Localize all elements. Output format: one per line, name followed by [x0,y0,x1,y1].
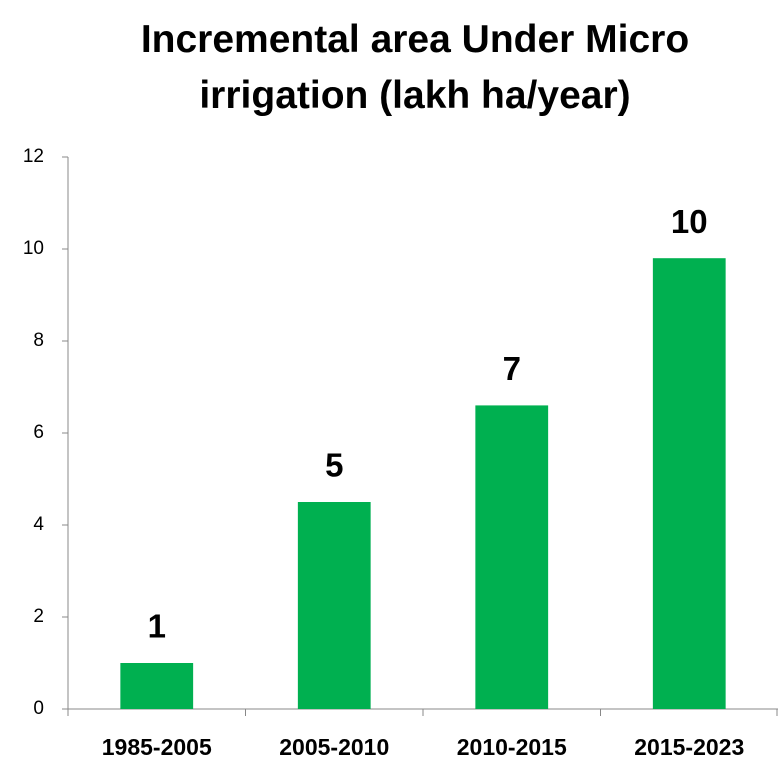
y-tick-label: 4 [33,514,44,535]
bar [475,405,549,709]
y-tick-label: 8 [33,330,44,351]
value-label: 10 [671,203,708,240]
y-tick-label: 10 [23,238,44,259]
value-label: 7 [503,350,521,387]
y-tick-label: 6 [33,422,44,443]
x-tick-label: 2010-2015 [457,734,567,759]
x-tick-label: 2015-2023 [634,734,744,759]
x-tick-label: 1985-2005 [102,734,212,759]
bar [120,663,194,709]
y-tick-label: 12 [23,146,44,167]
value-label: 1 [148,608,166,645]
bar [652,258,726,709]
y-tick-label: 2 [33,606,44,627]
y-tick-label: 0 [33,698,44,719]
value-label: 5 [325,447,343,484]
chart-title: Incremental area Under Micro irrigation … [140,18,690,117]
x-tick-label: 2005-2010 [279,734,389,759]
bar [297,502,371,709]
